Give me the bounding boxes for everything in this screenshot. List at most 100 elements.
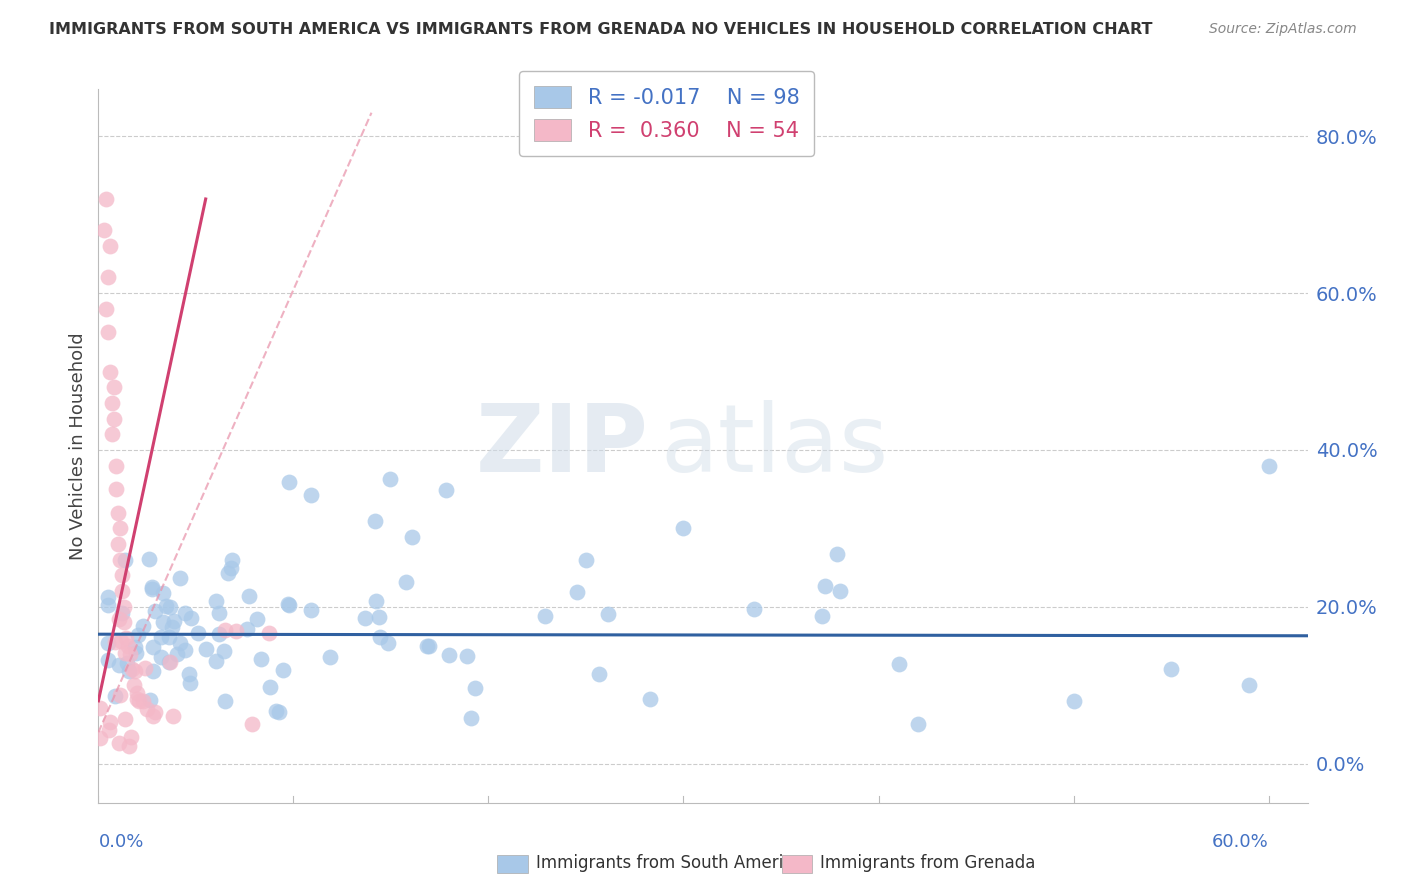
Point [380,472,402,486]
Point [814,579,837,593]
Point [208,606,231,620]
Point [225,624,247,638]
Point [434,483,457,498]
Point [811,609,834,624]
Point [114,712,136,726]
Point [278,599,301,613]
Point [152,615,174,629]
Point [1160,663,1182,677]
Point [169,635,191,649]
Point [132,694,155,708]
Point [208,626,231,640]
Point [353,611,375,625]
Point [575,552,598,566]
Point [212,644,235,658]
Point [1063,694,1085,708]
Text: ZIP: ZIP [475,400,648,492]
FancyBboxPatch shape [782,855,811,872]
Point [97,723,120,738]
Point [169,571,191,585]
Point [221,561,243,575]
Point [141,580,163,594]
Point [194,642,217,657]
Point [638,691,661,706]
Point [259,681,281,695]
Point [101,396,124,410]
Point [108,736,131,750]
Point [98,239,121,253]
Point [121,663,143,677]
Point [596,607,619,621]
Point [125,646,148,660]
Point [162,709,184,723]
Point [127,686,149,700]
Point [97,653,120,667]
Point [267,705,290,719]
Point [112,615,135,630]
Point [159,655,181,669]
Point [111,606,134,620]
Point [907,717,929,731]
Text: Immigrants from South America: Immigrants from South America [536,855,803,872]
Point [97,270,120,285]
Point [112,599,135,614]
Point [534,609,557,624]
Point [107,506,129,520]
Point [111,584,134,599]
Point [143,705,166,719]
Point [588,667,610,681]
Point [138,551,160,566]
Point [97,590,120,604]
Point [155,599,177,613]
Text: Source: ZipAtlas.com: Source: ZipAtlas.com [1209,22,1357,37]
Point [114,647,136,661]
Point [157,655,180,669]
Point [174,606,197,620]
Point [464,681,486,695]
Point [128,694,150,708]
Point [401,530,423,544]
Point [122,678,145,692]
Point [131,619,153,633]
Point [825,547,848,561]
Point [114,631,136,645]
Point [377,635,399,649]
Point [245,611,267,625]
Point [114,553,136,567]
Y-axis label: No Vehicles in Household: No Vehicles in Household [69,332,87,560]
Point [143,603,166,617]
Point [141,582,163,596]
Point [117,639,139,653]
Point [103,411,125,425]
Point [127,691,149,706]
Point [124,640,146,654]
Point [138,693,160,707]
Point [104,690,127,704]
Point [217,566,239,580]
Point [93,223,115,237]
Point [108,688,131,702]
Point [115,657,138,671]
Point [136,702,159,716]
Point [142,709,165,723]
Point [887,657,910,672]
Point [166,647,188,661]
Point [107,537,129,551]
Point [103,380,125,394]
Text: Immigrants from Grenada: Immigrants from Grenada [820,855,1036,872]
Point [214,623,236,637]
Legend: R = -0.017    N = 98, R =  0.360    N = 54: R = -0.017 N = 98, R = 0.360 N = 54 [519,71,814,156]
Text: atlas: atlas [661,400,889,492]
Point [1237,678,1260,692]
Point [111,568,134,582]
Point [240,716,263,731]
Point [134,661,156,675]
Point [118,647,141,661]
Point [180,611,202,625]
Point [456,649,478,664]
Point [157,630,180,644]
Point [150,649,173,664]
Point [277,597,299,611]
Point [257,625,280,640]
Point [142,640,165,654]
